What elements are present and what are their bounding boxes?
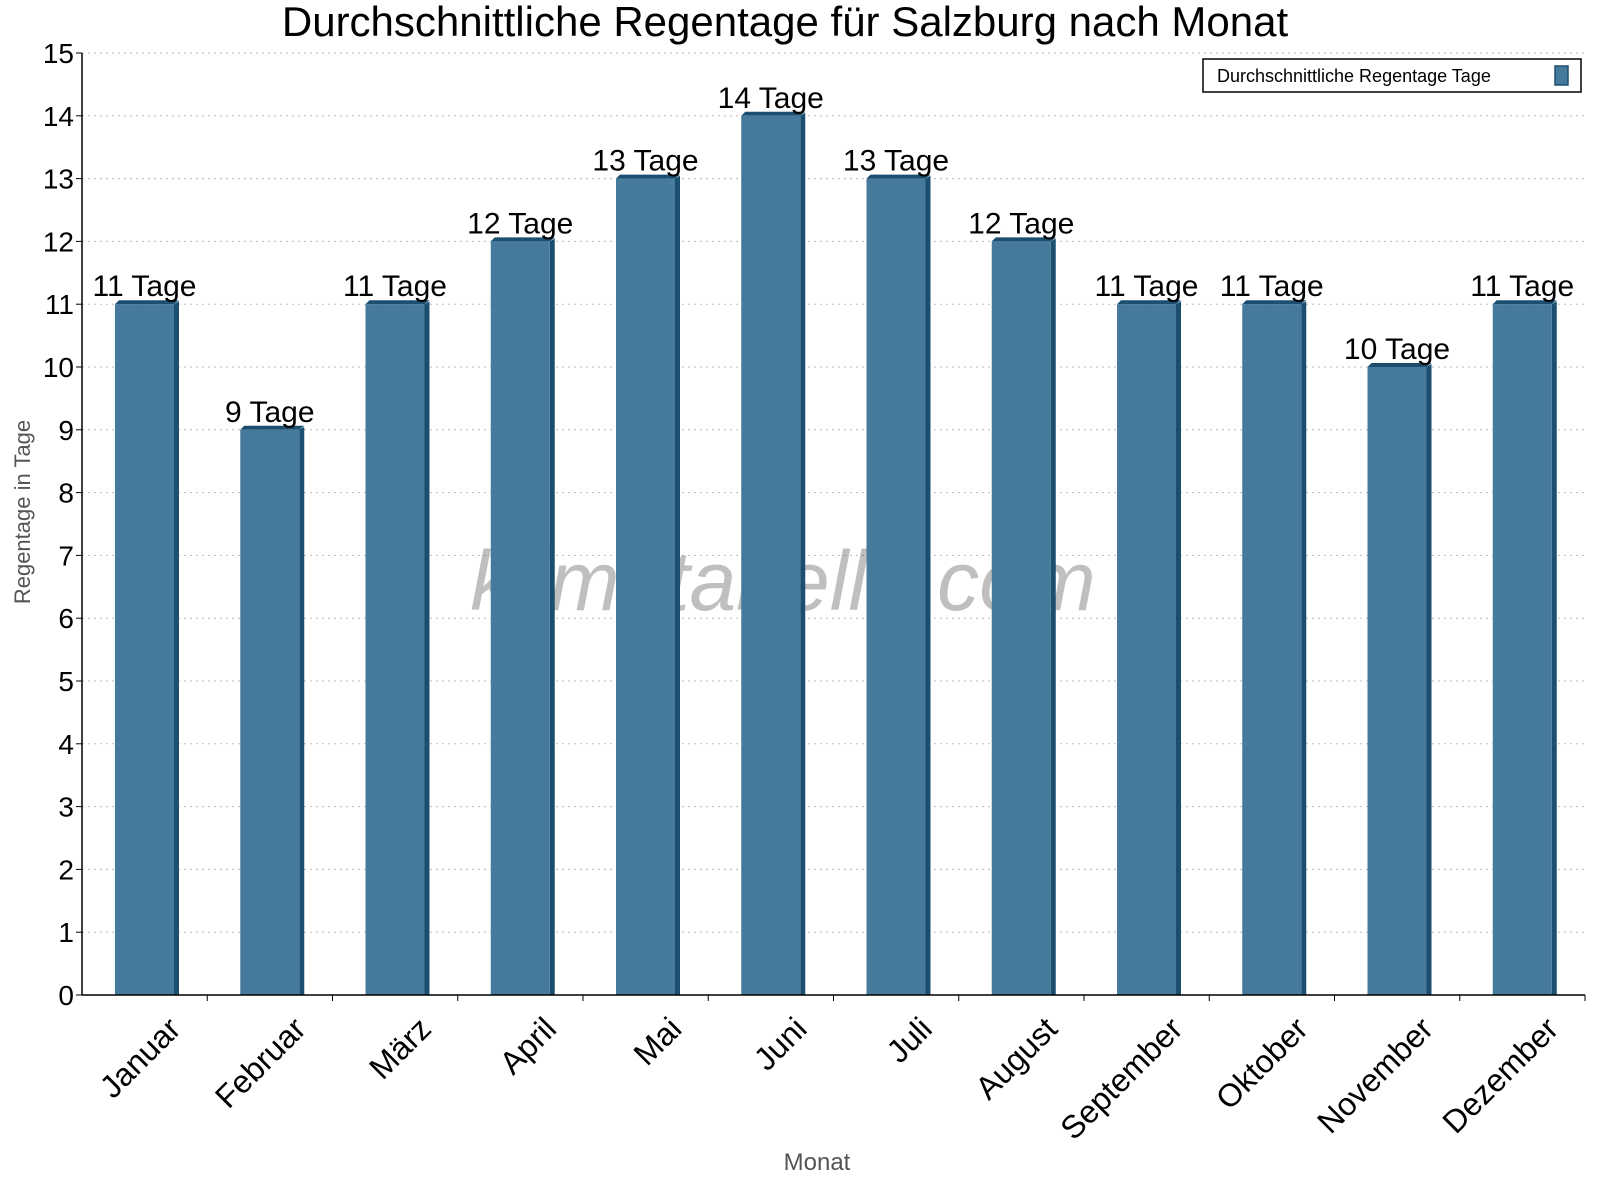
y-tick-label: 0 bbox=[58, 980, 74, 1011]
y-tick-label: 11 bbox=[45, 289, 74, 320]
y-tick-label: 15 bbox=[43, 38, 74, 69]
bar-februar: 9 Tage bbox=[225, 396, 315, 995]
bar bbox=[866, 178, 926, 996]
y-axis-label: Regentage in Tage bbox=[10, 420, 35, 604]
x-tick-label: April bbox=[492, 1010, 563, 1081]
x-tick-label: Februar bbox=[208, 1010, 313, 1115]
y-tick-label: 2 bbox=[58, 854, 74, 885]
bar-top bbox=[1367, 363, 1432, 367]
bar-side bbox=[1050, 238, 1056, 995]
data-label: 13 Tage bbox=[592, 145, 698, 178]
data-label: 11 Tage bbox=[343, 270, 447, 303]
bar-mai: 13 Tage bbox=[592, 145, 699, 996]
y-tick-label: 13 bbox=[43, 164, 74, 195]
bar bbox=[490, 241, 550, 995]
bar-side bbox=[800, 112, 806, 996]
bar-top bbox=[1492, 300, 1557, 305]
y-tick-label: 9 bbox=[58, 415, 74, 446]
y-tick-label: 3 bbox=[58, 792, 74, 823]
legend: Durchschnittliche Regentage Tage bbox=[1202, 58, 1582, 93]
y-tick-label: 7 bbox=[58, 540, 74, 571]
x-tick-label: August bbox=[968, 1010, 1064, 1106]
x-tick-label: September bbox=[1053, 1010, 1189, 1146]
x-tick-label: November bbox=[1310, 1010, 1440, 1140]
data-label: 11 Tage bbox=[1220, 270, 1324, 303]
bar-top bbox=[866, 174, 931, 179]
bar-top bbox=[365, 300, 430, 305]
y-tick-label: 12 bbox=[43, 226, 74, 257]
bar-side bbox=[1176, 301, 1181, 995]
data-label: 14 Tage bbox=[718, 82, 824, 115]
bar bbox=[240, 429, 300, 995]
x-axis-label: Monat bbox=[784, 1149, 851, 1176]
bar-juli: 13 Tage bbox=[843, 145, 949, 996]
y-tick-label: 5 bbox=[58, 666, 74, 697]
bar-side bbox=[925, 175, 931, 996]
bar-side bbox=[424, 301, 430, 995]
bar-top bbox=[1242, 300, 1307, 305]
bar-top bbox=[616, 174, 680, 179]
bar-side bbox=[299, 426, 305, 995]
bar-september: 11 Tage bbox=[1095, 270, 1199, 995]
data-label: 9 Tage bbox=[225, 396, 315, 429]
bar-april: 12 Tage bbox=[467, 207, 573, 995]
bar bbox=[1117, 304, 1176, 995]
x-tick-label: März bbox=[362, 1010, 438, 1086]
x-tick-label: Juni bbox=[747, 1010, 814, 1077]
bar bbox=[1242, 304, 1302, 995]
bar-top bbox=[490, 237, 555, 242]
data-label: 12 Tage bbox=[467, 207, 573, 240]
legend-label: Durchschnittliche Regentage Tage bbox=[1217, 66, 1491, 86]
x-tick-label: Mai bbox=[626, 1010, 688, 1072]
x-tick-label: Oktober bbox=[1209, 1010, 1315, 1116]
bar-juni: 14 Tage bbox=[718, 82, 824, 996]
y-tick-label: 6 bbox=[58, 603, 74, 634]
chart-title: Durchschnittliche Regentage für Salzburg… bbox=[282, 0, 1289, 45]
x-tick-label: Juli bbox=[880, 1010, 939, 1069]
bar-märz: 11 Tage bbox=[343, 270, 447, 995]
y-tick-label: 8 bbox=[58, 478, 74, 509]
bar bbox=[365, 304, 425, 995]
bar-side bbox=[1426, 364, 1432, 995]
data-label: 11 Tage bbox=[93, 270, 197, 303]
data-label: 13 Tage bbox=[843, 145, 949, 178]
bar-november: 10 Tage bbox=[1344, 333, 1450, 995]
bar bbox=[1367, 367, 1427, 995]
x-tick-label: Dezember bbox=[1435, 1010, 1565, 1140]
bar bbox=[991, 241, 1051, 995]
bar bbox=[115, 304, 174, 995]
y-tick-label: 14 bbox=[43, 101, 74, 132]
y-tick-label: 10 bbox=[43, 352, 74, 383]
bar bbox=[616, 178, 675, 996]
y-tick-label: 4 bbox=[58, 729, 74, 760]
y-tick-label: 1 bbox=[58, 917, 74, 948]
bar-side bbox=[174, 301, 179, 995]
bar-top bbox=[240, 425, 305, 430]
bar bbox=[1492, 304, 1552, 995]
bar-side bbox=[1301, 301, 1307, 995]
bar-august: 12 Tage bbox=[968, 207, 1074, 995]
legend-swatch bbox=[1554, 65, 1569, 86]
bar-top bbox=[1117, 300, 1181, 305]
data-label: 11 Tage bbox=[1095, 270, 1199, 303]
bar-oktober: 11 Tage bbox=[1220, 270, 1324, 995]
bar-side bbox=[1551, 301, 1557, 995]
bar-top bbox=[991, 237, 1056, 242]
data-label: 10 Tage bbox=[1344, 333, 1450, 366]
bar-side bbox=[549, 238, 555, 995]
bar-side bbox=[675, 175, 680, 996]
bar-top bbox=[115, 300, 179, 305]
bar bbox=[741, 115, 801, 996]
bar-dezember: 11 Tage bbox=[1470, 270, 1574, 995]
bar-januar: 11 Tage bbox=[93, 270, 197, 995]
data-label: 11 Tage bbox=[1470, 270, 1574, 303]
data-label: 12 Tage bbox=[968, 207, 1074, 240]
x-tick-label: Januar bbox=[93, 1010, 188, 1105]
bar-top bbox=[741, 111, 806, 116]
